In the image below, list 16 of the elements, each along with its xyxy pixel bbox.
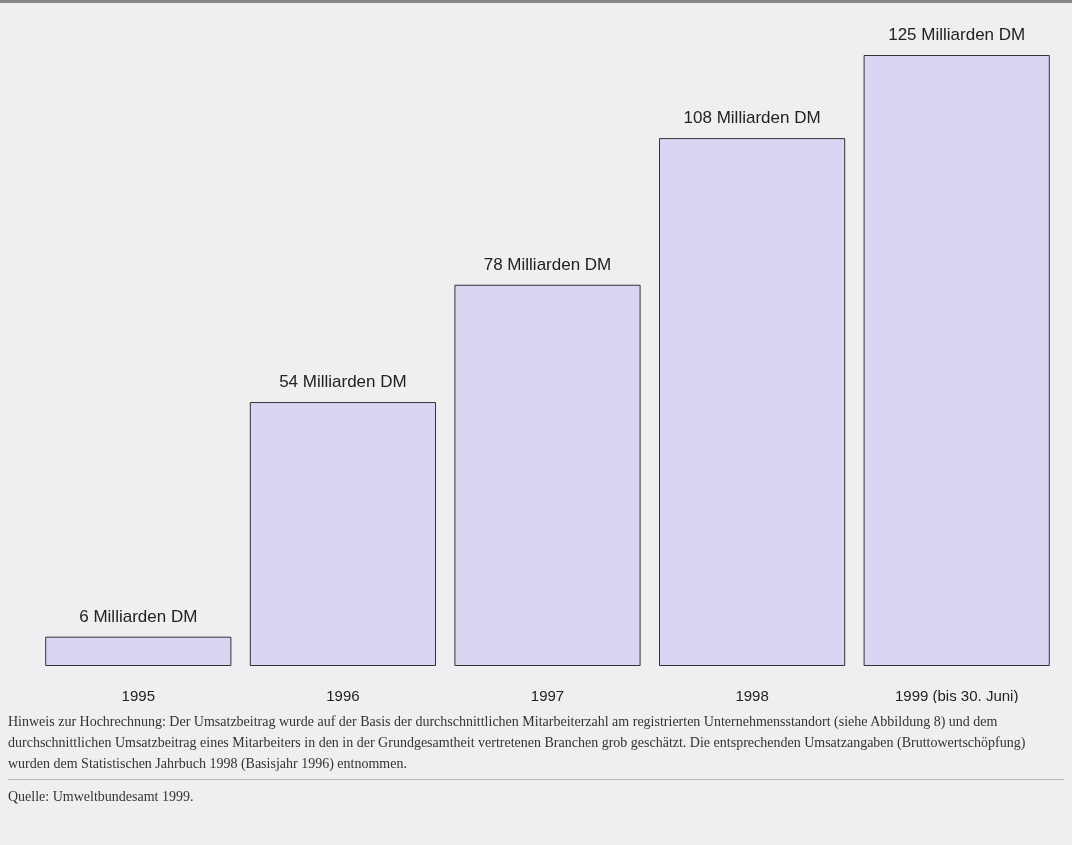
text: Hinweis zur Hochrechnung: Der Umsatzbeitrag wurde auf der Basis der durchschnittlichen Mitarbeiterzahl am registrierten Unternehmensstandort (siehe Abbildung 8) und dem durchschnittlichen Umsatzbeitrag eines Mitarbeiters in den in der Grundgesamtheit vertretenen Branchen grob geschätzt. Die entsprechenden Umsatzangaben (Bruttowertschöpfung) wurden dem Statistischen Jahrbuch 1998 (Basisjahr 1996) entnommen. [8,711,1064,780]
source-note: Quelle: Umweltbundesamt 1999. [8,788,195,806]
bar [454,284,641,666]
data-label: 108 Milliarden DM [683,108,821,128]
bar [249,402,436,666]
data-label: 54 Milliarden DM [279,372,407,392]
bar [659,138,846,666]
x-tick-label: 1997 [530,687,565,704]
data-label: 78 Milliarden DM [483,254,612,274]
x-tick-label: 1998 [735,687,769,704]
x-tick-label: 1996 [326,687,360,704]
data-label: 6 Milliarden DM [79,606,198,626]
x-tick-label: 1995 [121,687,155,704]
bar [863,55,1050,666]
data-label: 125 Milliarden DM [888,25,1026,44]
bar [45,636,232,666]
